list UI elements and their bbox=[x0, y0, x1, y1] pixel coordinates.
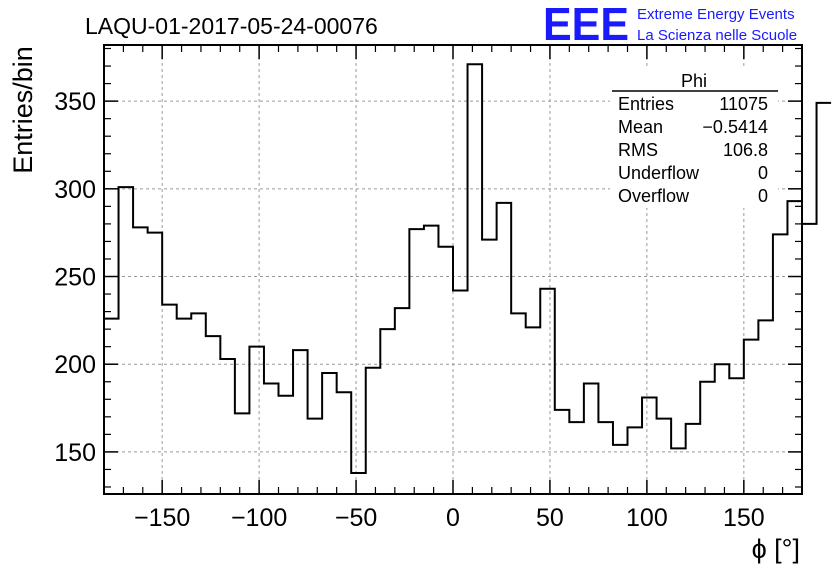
x-tick-label: 150 bbox=[723, 504, 765, 532]
x-tick-label: 0 bbox=[446, 504, 460, 532]
stats-name: Phi bbox=[681, 71, 707, 91]
axis-ticks bbox=[104, 45, 802, 494]
logo-line-2: La Scienza nelle Scuole bbox=[637, 27, 797, 44]
x-tick-labels: −150 −100 −50 0 50 100 150 bbox=[134, 504, 765, 532]
stats-label: Underflow bbox=[618, 163, 700, 183]
eee-logo: EEE Extreme Energy Events La Scienza nel… bbox=[543, 0, 797, 50]
stats-row: Overflow 0 bbox=[618, 186, 768, 206]
y-tick-labels: 150 200 250 300 350 bbox=[54, 88, 96, 467]
stats-label: RMS bbox=[618, 140, 658, 160]
chart-title: LAQU-01-2017-05-24-00076 bbox=[85, 13, 378, 39]
x-axis-label: ϕ [°] bbox=[752, 534, 800, 564]
y-tick-label: 350 bbox=[54, 88, 96, 116]
y-tick-label: 150 bbox=[54, 439, 96, 467]
stats-row: RMS 106.8 bbox=[618, 140, 768, 160]
histogram-series bbox=[104, 63, 832, 474]
stats-value: 11075 bbox=[719, 94, 768, 114]
stats-row: Entries 11075 bbox=[618, 94, 768, 114]
y-tick-label: 200 bbox=[54, 351, 96, 379]
stats-box: Phi Entries 11075 Mean −0.5414 RMS 106.8… bbox=[610, 68, 778, 208]
stats-value: 0 bbox=[758, 186, 768, 206]
stats-label: Overflow bbox=[618, 186, 690, 206]
logo-line-1: Extreme Energy Events bbox=[637, 6, 795, 23]
stats-value: 0 bbox=[758, 163, 768, 183]
x-tick-label: 100 bbox=[626, 504, 668, 532]
eee-logo-mark: EEE bbox=[543, 0, 629, 50]
y-tick-label: 250 bbox=[54, 264, 96, 292]
stats-value: 106.8 bbox=[723, 140, 768, 160]
stats-value: −0.5414 bbox=[702, 117, 768, 137]
x-tick-label: −150 bbox=[134, 504, 190, 532]
stats-label: Entries bbox=[618, 94, 674, 114]
y-tick-label: 300 bbox=[54, 176, 96, 204]
x-tick-label: −100 bbox=[231, 504, 287, 532]
x-tick-label: 50 bbox=[536, 504, 564, 532]
x-tick-label: −50 bbox=[335, 504, 377, 532]
y-axis-label: Entries/bin bbox=[8, 46, 38, 174]
stats-row: Mean −0.5414 bbox=[618, 117, 768, 137]
stats-row: Underflow 0 bbox=[618, 163, 768, 183]
stats-label: Mean bbox=[618, 117, 663, 137]
